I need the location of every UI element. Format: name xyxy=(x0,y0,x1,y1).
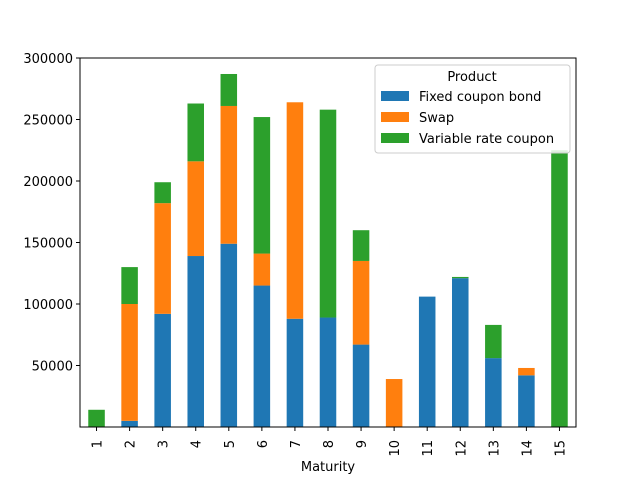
legend-swatch-swap xyxy=(381,112,409,122)
bar-variable-rate-coupon-9 xyxy=(352,230,370,261)
x-tick-label-11: 11 xyxy=(421,440,436,457)
bar-fixed-coupon-bond-4 xyxy=(187,256,204,427)
x-tick-label-12: 12 xyxy=(454,440,469,457)
y-tick-label-150000: 150000 xyxy=(23,237,73,252)
bar-swap-4 xyxy=(187,161,204,257)
x-tick-label-6: 6 xyxy=(256,440,271,448)
x-tick-label-10: 10 xyxy=(388,440,403,457)
legend-entries: Fixed coupon bond Swap Variable rate coupo… xyxy=(381,90,554,147)
bar-fixed-coupon-bond-5 xyxy=(220,243,238,427)
legend-swatch-fixed-coupon-bond xyxy=(381,91,409,101)
y-tick-label-250000: 250000 xyxy=(23,114,73,129)
x-tick-label-1: 1 xyxy=(91,440,106,448)
bar-variable-rate-coupon-6 xyxy=(253,117,271,254)
legend-swatch-variable-rate-coupon xyxy=(381,133,409,143)
bar-swap-5 xyxy=(220,105,238,244)
bar-variable-rate-coupon-2 xyxy=(121,267,138,304)
x-axis: 1 2 3 4 5 6 7 8 9 10 11 12 13 14 15 xyxy=(91,427,568,457)
x-tick-label-4: 4 xyxy=(190,440,205,448)
bar-fixed-coupon-bond-9 xyxy=(352,344,370,427)
bar-fixed-coupon-bond-12 xyxy=(452,278,469,427)
x-axis-title: Maturity xyxy=(301,460,356,475)
bar-variable-rate-coupon-15 xyxy=(551,150,568,427)
x-tick-label-2: 2 xyxy=(124,440,139,448)
legend-label-swap: Swap xyxy=(419,111,454,126)
bar-swap-3 xyxy=(154,203,171,314)
bar-swap-10 xyxy=(385,379,403,427)
legend-label-fixed-coupon-bond: Fixed coupon bond xyxy=(419,90,541,105)
x-tick-label-8: 8 xyxy=(322,440,337,448)
bar-variable-rate-coupon-3 xyxy=(154,182,171,204)
bar-fixed-coupon-bond-7 xyxy=(286,318,304,427)
x-tick-label-15: 15 xyxy=(553,440,568,457)
bars-group xyxy=(88,73,568,427)
bar-fixed-coupon-bond-6 xyxy=(253,285,271,427)
bar-variable-rate-coupon-12 xyxy=(452,276,469,279)
x-tick-label-9: 9 xyxy=(355,440,370,448)
bar-fixed-coupon-bond-2 xyxy=(121,420,138,427)
bar-swap-7 xyxy=(286,102,304,319)
bar-fixed-coupon-bond-13 xyxy=(485,358,502,427)
legend-box xyxy=(374,64,571,154)
x-tick-label-5: 5 xyxy=(223,440,238,448)
x-tick-label-3: 3 xyxy=(157,440,172,448)
bar-variable-rate-coupon-8 xyxy=(319,109,337,318)
y-tick-label-50000: 50000 xyxy=(32,360,73,375)
bar-fixed-coupon-bond-8 xyxy=(319,317,337,427)
x-tick-label-14: 14 xyxy=(520,440,535,457)
x-tick-label-7: 7 xyxy=(289,440,304,448)
bar-fixed-coupon-bond-11 xyxy=(418,296,436,427)
bar-fixed-coupon-bond-14 xyxy=(518,375,535,427)
bar-swap-6 xyxy=(253,253,271,286)
bar-variable-rate-coupon-4 xyxy=(187,103,204,162)
bar-swap-2 xyxy=(121,304,138,421)
legend-label-variable-rate-coupon: Variable rate coupon xyxy=(419,132,554,147)
bar-swap-14 xyxy=(518,367,535,376)
y-tick-label-300000: 300000 xyxy=(23,52,73,67)
y-tick-label-100000: 100000 xyxy=(23,298,73,313)
bar-variable-rate-coupon-13 xyxy=(485,324,502,359)
legend: Product Fixed coupon bond Swap Variable ra… xyxy=(374,64,571,154)
bar-swap-9 xyxy=(352,260,370,345)
y-axis: 50000 100000 150000 200000 250000 300000 xyxy=(23,52,80,375)
bar-variable-rate-coupon-5 xyxy=(220,73,238,106)
x-tick-label-13: 13 xyxy=(487,440,502,457)
bar-fixed-coupon-bond-3 xyxy=(154,313,171,427)
bar-variable-rate-coupon-1 xyxy=(88,409,105,427)
legend-title: Product xyxy=(447,70,496,85)
y-tick-label-200000: 200000 xyxy=(23,175,73,190)
